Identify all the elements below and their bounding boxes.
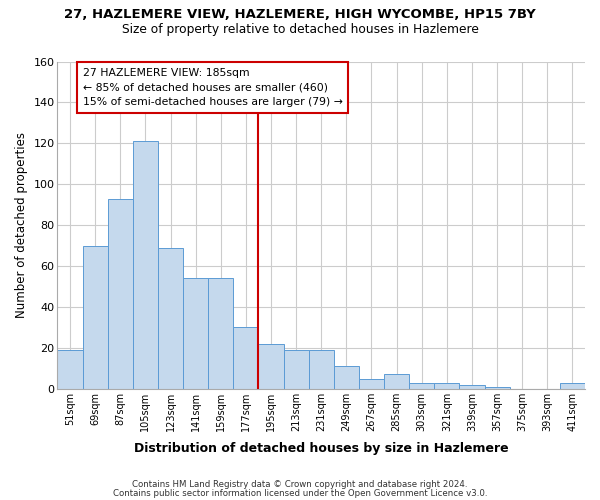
Bar (83, 246, 108, 388)
Bar (434, 382, 460, 388)
Bar (259, 344, 284, 388)
Bar (284, 350, 308, 389)
Bar (560, 382, 585, 388)
Bar (409, 382, 434, 388)
Bar (308, 350, 334, 389)
Bar (108, 198, 133, 388)
Bar (208, 278, 233, 388)
Bar (133, 142, 158, 388)
Text: Size of property relative to detached houses in Hazlemere: Size of property relative to detached ho… (122, 22, 478, 36)
Bar (359, 378, 384, 388)
Bar (183, 278, 208, 388)
Text: Contains HM Land Registry data © Crown copyright and database right 2024.: Contains HM Land Registry data © Crown c… (132, 480, 468, 489)
Y-axis label: Number of detached properties: Number of detached properties (15, 132, 28, 318)
Bar (384, 374, 409, 388)
Bar (158, 248, 183, 388)
Bar (58, 350, 83, 389)
Text: 27, HAZLEMERE VIEW, HAZLEMERE, HIGH WYCOMBE, HP15 7BY: 27, HAZLEMERE VIEW, HAZLEMERE, HIGH WYCO… (64, 8, 536, 20)
Bar (460, 384, 485, 388)
Bar (485, 386, 509, 388)
Bar (334, 366, 359, 388)
Text: 27 HAZLEMERE VIEW: 185sqm
← 85% of detached houses are smaller (460)
15% of semi: 27 HAZLEMERE VIEW: 185sqm ← 85% of detac… (83, 68, 343, 107)
X-axis label: Distribution of detached houses by size in Hazlemere: Distribution of detached houses by size … (134, 442, 509, 455)
Bar (233, 328, 259, 388)
Text: Contains public sector information licensed under the Open Government Licence v3: Contains public sector information licen… (113, 488, 487, 498)
